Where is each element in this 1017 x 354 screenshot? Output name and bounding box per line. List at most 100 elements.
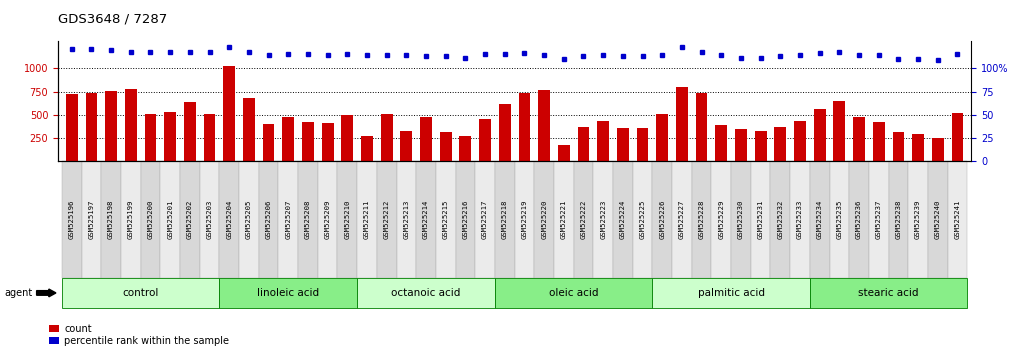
Bar	[439, 132, 452, 161]
Text: GSM525218: GSM525218	[501, 200, 507, 239]
Bar	[613, 161, 633, 278]
Bar	[220, 278, 357, 308]
Text: GSM525205: GSM525205	[246, 200, 252, 239]
Text: GSM525227: GSM525227	[679, 200, 684, 239]
Bar	[298, 161, 317, 278]
Text: stearic acid: stearic acid	[858, 288, 918, 298]
Bar	[62, 161, 81, 278]
Bar	[790, 161, 810, 278]
Bar	[357, 278, 495, 308]
Bar	[597, 121, 609, 161]
Bar	[558, 145, 570, 161]
Text: GSM525231: GSM525231	[758, 200, 764, 239]
Bar	[810, 278, 967, 308]
Text: GSM525241: GSM525241	[955, 200, 960, 239]
Bar	[948, 161, 967, 278]
Text: GSM525209: GSM525209	[324, 200, 331, 239]
Bar	[456, 161, 475, 278]
Text: GSM525199: GSM525199	[128, 200, 134, 239]
Text: GSM525207: GSM525207	[285, 200, 291, 239]
Bar	[49, 325, 59, 332]
Bar	[735, 129, 746, 161]
Bar	[279, 161, 298, 278]
Bar	[519, 93, 530, 161]
Text: GSM525201: GSM525201	[167, 200, 173, 239]
Bar	[672, 161, 692, 278]
Bar	[928, 161, 948, 278]
Text: GSM525217: GSM525217	[482, 200, 488, 239]
Bar	[593, 161, 613, 278]
Text: palmitic acid: palmitic acid	[698, 288, 765, 298]
Bar	[912, 134, 924, 161]
Bar	[184, 102, 195, 161]
Bar	[357, 161, 377, 278]
Text: GSM525196: GSM525196	[69, 200, 74, 239]
Text: GSM525208: GSM525208	[305, 200, 311, 239]
Bar	[85, 93, 98, 161]
Bar	[774, 127, 786, 161]
Bar	[475, 161, 495, 278]
Text: GSM525220: GSM525220	[541, 200, 547, 239]
Bar	[869, 161, 889, 278]
Bar	[203, 114, 216, 161]
Bar	[479, 119, 491, 161]
Bar	[652, 278, 810, 308]
Bar	[125, 89, 136, 161]
Bar	[262, 124, 275, 161]
Text: GSM525214: GSM525214	[423, 200, 429, 239]
Bar	[302, 122, 314, 161]
Text: GSM525226: GSM525226	[659, 200, 665, 239]
Bar	[380, 114, 393, 161]
Bar	[460, 136, 471, 161]
Bar	[676, 87, 687, 161]
Bar	[258, 161, 279, 278]
Text: GSM525240: GSM525240	[935, 200, 941, 239]
Text: GSM525197: GSM525197	[88, 200, 95, 239]
Text: GSM525198: GSM525198	[108, 200, 114, 239]
Bar	[908, 161, 928, 278]
Text: GSM525206: GSM525206	[265, 200, 272, 239]
FancyArrow shape	[37, 289, 56, 297]
Bar	[554, 161, 574, 278]
Bar	[893, 132, 904, 161]
Bar	[220, 161, 239, 278]
Bar	[810, 161, 830, 278]
Text: GSM525235: GSM525235	[836, 200, 842, 239]
Bar	[321, 122, 334, 161]
Bar	[751, 161, 771, 278]
Bar	[397, 161, 416, 278]
Bar	[534, 161, 554, 278]
Bar	[617, 128, 629, 161]
Text: GSM525224: GSM525224	[619, 200, 625, 239]
Bar	[712, 161, 731, 278]
Bar	[81, 161, 102, 278]
Bar	[121, 161, 140, 278]
Bar	[495, 161, 515, 278]
Bar	[853, 116, 864, 161]
Bar	[416, 161, 436, 278]
Bar	[105, 91, 117, 161]
Text: GSM525237: GSM525237	[876, 200, 882, 239]
Bar	[652, 161, 672, 278]
Text: GSM525222: GSM525222	[581, 200, 587, 239]
Text: GSM525221: GSM525221	[560, 200, 566, 239]
Text: GSM525219: GSM525219	[522, 200, 528, 239]
Bar	[771, 161, 790, 278]
Bar	[731, 161, 751, 278]
Bar	[144, 114, 157, 161]
Bar	[140, 161, 161, 278]
Bar	[692, 161, 712, 278]
Bar	[637, 128, 649, 161]
Text: GSM525236: GSM525236	[856, 200, 862, 239]
Bar	[165, 113, 176, 161]
Text: count: count	[64, 324, 92, 333]
Bar	[361, 136, 373, 161]
Bar	[377, 161, 397, 278]
Bar	[656, 114, 668, 161]
Text: GSM525225: GSM525225	[640, 200, 646, 239]
Text: GSM525200: GSM525200	[147, 200, 154, 239]
Bar	[66, 95, 77, 161]
Text: GSM525232: GSM525232	[777, 200, 783, 239]
Bar	[814, 109, 826, 161]
Bar	[932, 138, 944, 161]
